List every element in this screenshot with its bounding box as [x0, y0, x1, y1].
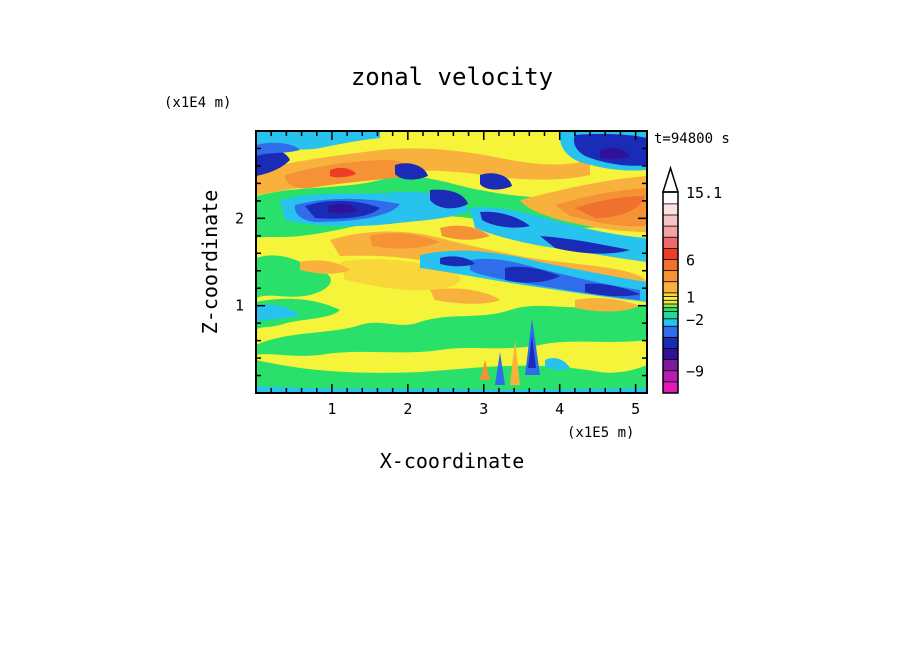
- plot-area: [256, 131, 647, 393]
- plot-frame: [255, 130, 648, 394]
- x-tick-label: 3: [479, 400, 488, 418]
- colorbar-label: 1: [686, 289, 695, 307]
- y-unit-label: (x1E4 m): [164, 95, 231, 111]
- colorbar-segment: [663, 226, 678, 238]
- colorbar-label: −9: [686, 363, 704, 381]
- colorbar-segment: [663, 296, 678, 301]
- x-axis: 1 2 3 4 5: [270, 131, 640, 418]
- colorbar-segment: [663, 337, 678, 349]
- colorbar-label: 6: [686, 251, 695, 269]
- y-tick-label: 2: [235, 209, 244, 227]
- colorbar-segment: [663, 370, 678, 382]
- colorbar-label: 15.1: [686, 184, 722, 202]
- x-tick-label: 1: [327, 400, 336, 418]
- time-label: t=94800 s: [654, 131, 730, 147]
- colorbar-label: −2: [686, 311, 704, 329]
- colorbar-segment: [663, 359, 678, 371]
- colorbar-segment: [663, 248, 678, 260]
- colorbar-segment: [663, 300, 678, 304]
- y-axis: 12: [235, 147, 647, 377]
- colorbar: 15.1 6 1 −2 −9: [661, 165, 722, 394]
- y-tick-label: 1: [235, 297, 244, 315]
- colorbar-segment: [663, 348, 678, 360]
- y-axis-title: Z-coordinate: [198, 190, 222, 335]
- colorbar-segment: [663, 381, 678, 393]
- colorbar-segment: [663, 259, 678, 271]
- colorbar-segment: [663, 214, 678, 227]
- x-axis-title: X-coordinate: [380, 449, 525, 473]
- colorbar-segment: [663, 307, 678, 312]
- x-unit-label: (x1E5 m): [567, 425, 634, 441]
- colorbar-segment: [663, 270, 678, 282]
- x-tick-label: 5: [631, 400, 640, 418]
- x-tick-label: 2: [403, 400, 412, 418]
- colorbar-segment: [663, 203, 678, 215]
- colorbar-segment: [663, 281, 678, 293]
- colorbar-extend-arrow: [661, 165, 680, 193]
- colorbar-segment: [663, 326, 678, 338]
- chart-title: zonal velocity: [351, 63, 553, 91]
- colorbar-segment: [663, 318, 678, 327]
- colorbar-segment: [663, 311, 678, 319]
- colorbar-segment: [663, 303, 678, 308]
- colorbar-segment: [663, 292, 678, 297]
- colorbar-segment: [663, 237, 678, 249]
- x-tick-label: 4: [555, 400, 564, 418]
